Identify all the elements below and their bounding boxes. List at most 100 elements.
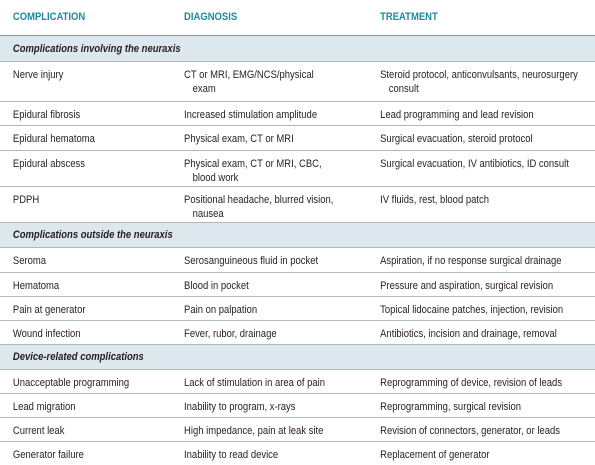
table-cell: Revision of connectors, generator, or le… [380,417,595,442]
treatment: Topical lidocaine patches, injection, re… [380,304,564,316]
treatment: Steroid protocol, anticonvulsants, neuro… [380,69,578,95]
table-row: Hematoma Blood in pocket Pressure and aspi… [0,272,595,297]
table-cell: Reprogramming of device, revision of lea… [380,369,595,394]
treatment: Lead programming and lead revision [380,109,534,121]
table-cell: Pain at generator [0,296,185,321]
table-row: Seroma Serosanguineous fluid in pocket Asp… [0,247,595,273]
section-cell: Complications outside the neuraxis [0,222,595,248]
treatment: Reprogramming of device, revision of lea… [380,377,563,389]
table-row: Epidural fibrosis Increased stimulation a… [0,101,595,126]
table-cell: Serosanguineous fluid in pocket [184,247,381,273]
treatment: Surgical evacuation, steroid protocol [380,133,533,145]
diagnosis: CT or MRI, EMG/NCS/physical exam [184,69,314,95]
table-cell: High impedance, pain at leak site [184,417,381,442]
complication: Seroma [12,255,47,267]
column-header: COMPLICATION [0,0,185,36]
table-row: Unacceptable programming Lack of stimulat… [0,369,595,394]
complication: Generator failure [12,449,84,461]
header-row: COMPLICATION DIAGNOSIS TREATMENT [0,0,595,36]
table-cell: Lack of stimulation in area of pain [184,369,381,394]
table-row: Epidural hematoma Physical exam, CT or MR… [0,125,595,151]
table-row: Epidural abscess Physical exam, CT or MRI… [0,150,595,187]
complication: Lead migration [12,401,76,413]
complication: Pain at generator [12,304,86,316]
table-cell: Nerve injury [0,61,185,102]
table-cell: Lead programming and lead revision [380,101,595,126]
column-header: TREATMENT [380,0,595,36]
section-title: Complications outside the neuraxis [12,229,173,241]
section-cell: Device-related complications [0,344,595,370]
diagnosis: Physical exam, CT or MRI, CBC, blood wor… [184,158,322,184]
table-cell: Current leak [0,417,185,442]
diagnosis: Inability to read device [184,449,279,461]
diagnosis: Lack of stimulation in area of pain [184,377,325,389]
table-cell: Inability to read device [184,441,381,465]
diagnosis: High impedance, pain at leak site [184,425,324,437]
complication: Wound infection [12,328,81,340]
table-cell: Topical lidocaine patches, injection, re… [380,296,595,321]
complication: Epidural fibrosis [12,109,81,121]
diagnosis: Pain on palpation [184,304,258,316]
section-title: Device-related complications [12,351,144,363]
complication: Hematoma [12,280,60,292]
table-cell: Pain on palpation [184,296,381,321]
treatment: Surgical evacuation, IV antibiotics, ID … [380,158,569,170]
table-cell: Physical exam, CT or MRI, CBC, blood wor… [184,150,381,187]
treatment: Reprogramming, surgical revision [380,401,522,413]
table-cell: Replacement of generator [380,441,595,465]
complication: Unacceptable programming [12,377,130,389]
diagnosis: Serosanguineous fluid in pocket [184,255,319,267]
treatment: Replacement of generator [380,449,490,461]
table-cell: Hematoma [0,272,185,297]
table-row: Wound infection Fever, rubor, drainage Ant… [0,320,595,345]
table-cell: Epidural fibrosis [0,101,185,126]
section-row: Complications outside the neuraxis [0,222,595,248]
table-cell: IV fluids, rest, blood patch [380,186,595,223]
table-cell: Increased stimulation amplitude [184,101,381,126]
table-cell: Antibiotics, incision and drainage, remo… [380,320,595,345]
table-cell: Unacceptable programming [0,369,185,394]
table-cell: Surgical evacuation, steroid protocol [380,125,595,151]
table-cell: Wound infection [0,320,185,345]
table-cell: Seroma [0,247,185,273]
treatment: Revision of connectors, generator, or le… [380,425,560,437]
diagnosis: Blood in pocket [184,280,249,292]
table-cell: Lead migration [0,393,185,418]
table-cell: Physical exam, CT or MRI [184,125,381,151]
complication: Current leak [12,425,65,437]
table-cell: Generator failure [0,441,185,465]
table-cell: Epidural abscess [0,150,185,187]
table-row: PDPH Positional headache, blurred vision,… [0,186,595,223]
table-cell: Positional headache, blurred vision, nau… [184,186,381,223]
table-cell: Reprogramming, surgical revision [380,393,595,418]
complication: Epidural hematoma [12,133,95,145]
diagnosis: Fever, rubor, drainage [184,328,277,340]
treatment: Antibiotics, incision and drainage, remo… [380,328,557,340]
table-cell: Aspiration, if no response surgical drai… [380,247,595,273]
table-row: Pain at generator Pain on palpation Topica… [0,296,595,321]
table-row: Generator failure Inability to read devic… [0,441,595,465]
table-cell: Inability to program, x-rays [184,393,381,418]
diagnosis: Physical exam, CT or MRI [184,133,294,145]
table-cell: Surgical evacuation, IV antibiotics, ID … [380,150,595,187]
treatment: IV fluids, rest, blood patch [380,194,489,206]
table-row: Lead migration Inability to program, x-ra… [0,393,595,418]
complication: Nerve injury [12,69,64,81]
complication: Epidural abscess [12,158,85,170]
table-cell: Epidural hematoma [0,125,185,151]
table-cell: Fever, rubor, drainage [184,320,381,345]
table-cell: CT or MRI, EMG/NCS/physical exam [184,61,381,102]
treatment: Aspiration, if no response surgical drai… [380,255,562,267]
table-cell: Pressure and aspiration, surgical revisi… [380,272,595,297]
section-cell: Complications involving the neuraxis [0,35,595,62]
treatment: Pressure and aspiration, surgical revisi… [380,280,554,292]
complication: PDPH [12,194,40,206]
section-row: Complications involving the neuraxis [0,35,595,62]
diagnosis: Inability to program, x-rays [184,401,296,413]
table-row: Nerve injury CT or MRI, EMG/NCS/physical … [0,61,595,102]
diagnosis: Positional headache, blurred vision, nau… [184,194,334,220]
table-cell: Blood in pocket [184,272,381,297]
